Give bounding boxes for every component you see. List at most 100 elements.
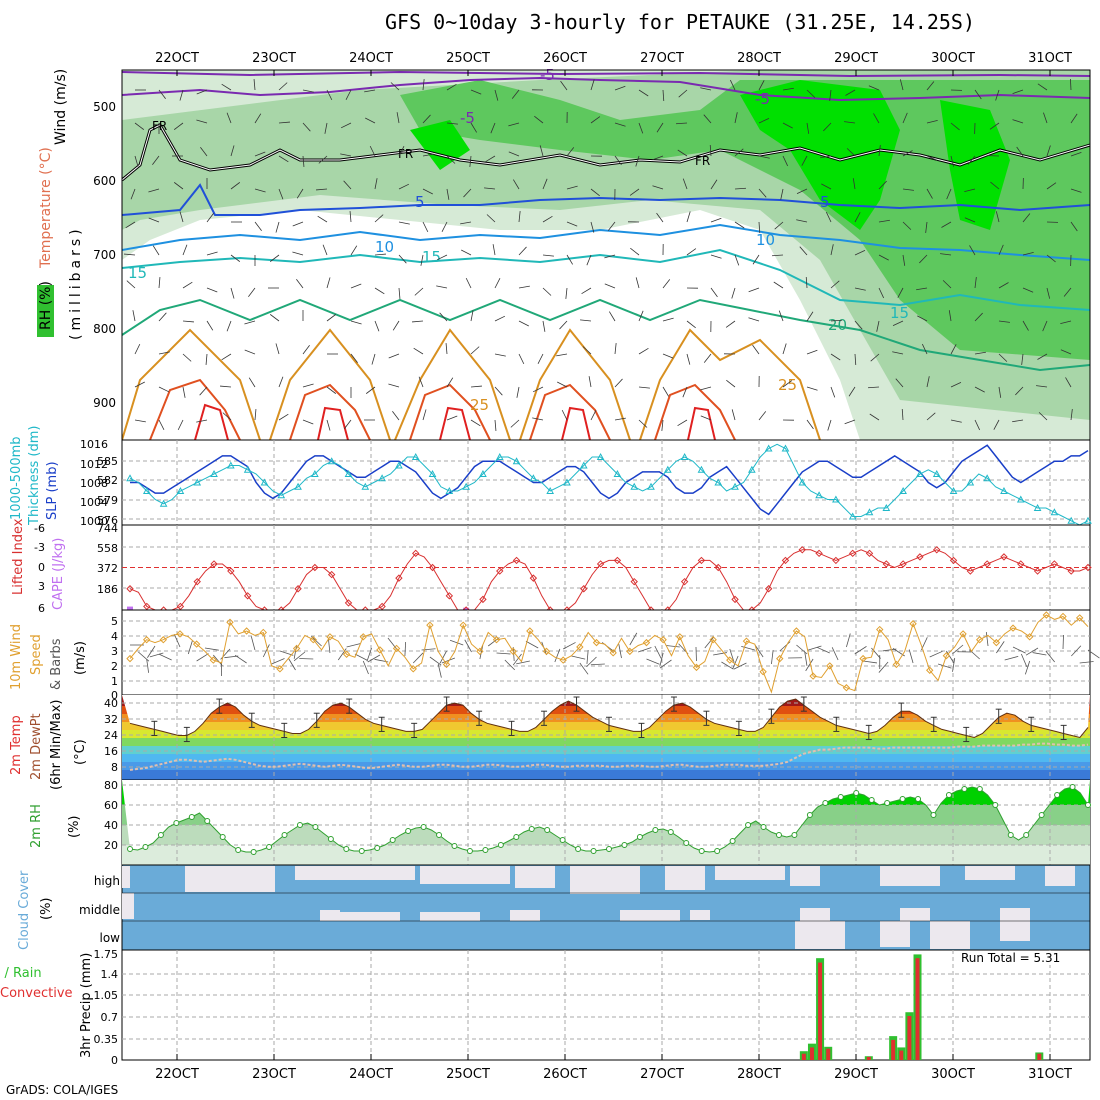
upper-wind-barb	[1070, 78, 1072, 91]
upper-wind-barb	[374, 320, 380, 332]
upper-wind-barb	[248, 287, 256, 298]
upper-y-tick-900: 900	[93, 396, 116, 410]
upper-wind-barb	[998, 282, 1009, 289]
slp-tick-1004: 1004	[80, 496, 108, 509]
upper-wind-barb	[254, 188, 266, 193]
x-tick-label-top: 22OCT	[155, 51, 199, 66]
wind10-speed-point	[442, 660, 451, 669]
cape-axis-labels: Lifted Index CAPE (J/kg)	[11, 518, 66, 610]
precip-frame	[121, 949, 1091, 1061]
upper-wind-barb	[678, 89, 688, 98]
upper-wind-barb	[709, 144, 712, 157]
cloud-clear-gap	[880, 921, 910, 947]
rh-tick-60: 60	[104, 799, 118, 812]
upper-wind-barb	[1022, 320, 1029, 331]
upper-wind-barb	[422, 188, 433, 195]
wind10-speed-point	[626, 647, 634, 656]
li-tick-3: 3	[38, 580, 45, 593]
upper-wind-barb	[512, 179, 520, 190]
lifted-index-point	[781, 556, 790, 565]
wind10-barb	[732, 655, 739, 670]
thickness-point	[159, 499, 168, 507]
thickness-point	[243, 465, 252, 473]
upper-wind-barb	[682, 178, 688, 190]
wind10-barb	[504, 659, 516, 671]
wind10-barb	[311, 636, 322, 647]
upper-wind-barb	[725, 320, 736, 328]
upper-wind-barb	[1046, 254, 1056, 263]
wind10-barb	[479, 645, 484, 660]
upper-wind-barbs	[124, 78, 1082, 431]
rh2m-point	[528, 826, 535, 832]
upper-wind-barb	[638, 89, 649, 97]
thickness-point	[966, 478, 975, 486]
cape-tick-558: 558	[97, 542, 118, 555]
x-tick-label-bottom: 29OCT	[834, 1067, 878, 1082]
wind10-barb	[831, 647, 839, 661]
x-tick-label-bottom: 27OCT	[640, 1067, 684, 1082]
wind10-speed-point	[159, 636, 168, 644]
wind10-barb	[187, 640, 193, 655]
wind10-barb	[220, 648, 231, 660]
upper-wind-barb	[830, 244, 834, 256]
cloud-tick-high: high	[94, 874, 120, 888]
upper-wind-barb	[825, 211, 832, 223]
upper-wind-barb	[926, 412, 936, 421]
cape-tick-186: 186	[97, 583, 118, 596]
upper-wind-barb	[292, 251, 304, 256]
precip-label-conv: Convective	[0, 986, 73, 1001]
upper-wind-barb	[1015, 386, 1024, 396]
upper-wind-barb	[1016, 146, 1024, 157]
upper-wind-barb	[542, 320, 546, 332]
upper-wind-barb	[974, 89, 982, 100]
upper-wind-barb	[220, 385, 232, 388]
upper-wind-barb	[998, 244, 1004, 256]
wind-tick-4: 4	[111, 630, 118, 643]
upper-wind-barb	[614, 155, 622, 166]
upper-wind-barb	[734, 187, 747, 190]
thickness-point	[798, 478, 807, 486]
wind10-speed-point	[709, 636, 717, 644]
upper-wind-barb	[422, 221, 429, 233]
upper-wind-barb	[200, 146, 208, 157]
upper-wind-barb	[950, 155, 955, 167]
x-tick-label-bottom: 31OCT	[1028, 1067, 1072, 1082]
upper-wind-barb	[398, 287, 401, 299]
wind10-barb	[234, 654, 247, 664]
x-axis-bottom: 22OCT 23OCT 24OCT 25OCT 26OCT 27OCT 28OCT 29OCT…	[155, 1054, 1072, 1082]
rh2m-panel: 80 60 40 20 2m RH (%)	[29, 779, 1091, 866]
wind10-speed-point	[975, 636, 984, 644]
rh2m-point	[714, 848, 721, 854]
temp-minmax-whiskers	[151, 696, 1067, 743]
wind10-barb	[1004, 655, 1019, 661]
thick-tick-585: 585	[97, 455, 118, 468]
upper-wind-barb	[158, 351, 170, 355]
rh2m-point	[219, 834, 226, 840]
wind10-speed-point	[642, 638, 651, 647]
upper-wind-barb	[275, 221, 280, 233]
wind10-barb	[158, 653, 172, 661]
slp-label-thickness2: Thickness (dm)	[27, 426, 42, 526]
thickness-point	[983, 474, 992, 482]
wind10-barb	[149, 652, 164, 658]
lifted-index-point	[613, 556, 622, 565]
upper-wind-barb	[566, 147, 575, 157]
upper-wind-barb	[296, 188, 304, 199]
precip-conv-bar	[915, 958, 920, 1060]
upper-wind-barb	[470, 346, 480, 355]
wind10-speed-point	[692, 663, 701, 672]
wind10-barb	[562, 642, 576, 650]
upper-wind-barb	[494, 419, 497, 431]
lifted-index-point	[311, 563, 319, 572]
cloud-clear-gap	[340, 912, 400, 921]
wind10-barb	[946, 650, 955, 664]
upper-wind-barb	[350, 283, 362, 289]
upper-wind-barb	[436, 285, 448, 289]
upper-wind-barb	[902, 221, 912, 230]
upper-wind-barb	[1043, 112, 1048, 124]
temp-label-1: 2m Temp	[9, 715, 24, 775]
wind-tick-0: 0	[111, 689, 118, 702]
rh2m-point	[683, 840, 690, 846]
upper-wind-barb	[199, 386, 208, 396]
label-15-2: 15	[422, 248, 441, 266]
